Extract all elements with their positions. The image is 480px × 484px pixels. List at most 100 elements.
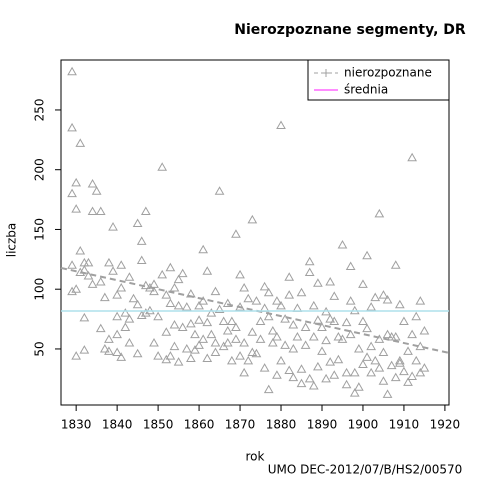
point	[87, 206, 98, 216]
point	[308, 380, 319, 390]
point	[214, 186, 225, 195]
point	[403, 377, 413, 386]
point	[329, 316, 340, 325]
point	[251, 296, 262, 305]
chart-title: Nierozpoznane segmenty, DR	[234, 22, 466, 38]
point	[67, 286, 77, 296]
point	[157, 269, 168, 279]
point	[366, 302, 377, 311]
point	[132, 348, 143, 358]
point	[345, 296, 356, 305]
point	[136, 236, 147, 245]
point	[366, 341, 377, 351]
point	[325, 357, 336, 366]
point	[325, 277, 336, 286]
x-tick-label: 1830	[61, 418, 92, 432]
point	[341, 367, 352, 377]
point	[411, 355, 422, 365]
point	[247, 347, 258, 357]
point	[112, 347, 122, 357]
point	[136, 310, 147, 319]
x-tick-label: 1900	[348, 418, 379, 432]
point	[177, 322, 188, 331]
point	[153, 311, 163, 321]
point	[112, 311, 122, 321]
trend-line	[60, 266, 450, 354]
legend-box	[307, 59, 450, 101]
point	[95, 206, 106, 216]
point	[202, 353, 213, 363]
x-tick-label: 1890	[307, 418, 338, 432]
point	[247, 327, 258, 336]
point	[403, 346, 413, 355]
point	[120, 308, 131, 317]
point	[419, 363, 430, 372]
point	[288, 372, 299, 382]
point	[116, 283, 127, 292]
point	[304, 256, 315, 266]
point	[341, 379, 352, 389]
point	[108, 222, 118, 231]
point	[116, 260, 127, 269]
y-tick-label: 250	[33, 98, 47, 121]
point	[116, 352, 127, 361]
point	[222, 298, 233, 308]
point	[313, 361, 323, 371]
point	[202, 317, 213, 327]
point	[386, 360, 397, 370]
point	[394, 299, 405, 309]
x-tick-label: 1860	[184, 418, 215, 432]
legend-marker	[322, 69, 330, 77]
point	[370, 355, 381, 365]
point	[321, 335, 331, 345]
point	[198, 334, 209, 343]
point	[190, 345, 200, 354]
point	[374, 363, 385, 372]
point	[198, 296, 209, 305]
point	[284, 290, 295, 299]
point	[214, 304, 225, 314]
point	[243, 355, 254, 365]
point	[263, 384, 274, 394]
point	[222, 337, 233, 347]
point	[267, 337, 278, 347]
point	[411, 311, 422, 321]
point	[239, 367, 250, 377]
point	[161, 290, 172, 299]
point	[243, 293, 254, 303]
point	[153, 351, 163, 360]
point	[317, 346, 327, 355]
point	[87, 179, 98, 188]
point	[67, 260, 77, 269]
point	[71, 204, 82, 213]
point	[292, 331, 303, 341]
point	[263, 311, 274, 321]
point	[239, 337, 250, 347]
point	[358, 279, 368, 288]
point	[104, 257, 114, 267]
point	[272, 331, 282, 341]
point	[394, 355, 405, 365]
point	[67, 66, 77, 76]
point	[202, 266, 213, 275]
point	[284, 365, 295, 374]
point	[321, 373, 331, 383]
point	[354, 382, 364, 391]
point	[67, 188, 77, 198]
point	[333, 331, 344, 341]
point	[272, 370, 282, 379]
point	[79, 257, 90, 267]
point	[169, 283, 180, 292]
point	[333, 354, 344, 364]
point	[140, 308, 151, 317]
point	[259, 363, 270, 372]
point	[83, 257, 94, 267]
point	[132, 299, 143, 309]
point	[325, 314, 336, 323]
point	[280, 340, 290, 349]
point	[288, 320, 299, 329]
point	[255, 334, 266, 343]
point	[75, 138, 86, 147]
point	[71, 177, 82, 187]
